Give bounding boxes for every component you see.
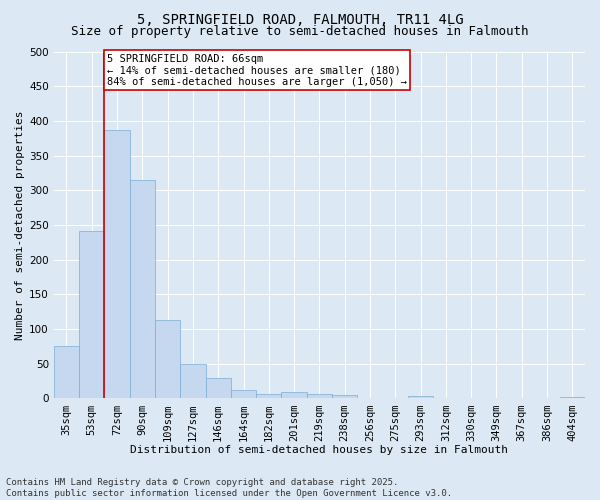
Bar (256, 394, 281, 398)
Text: 5 SPRINGFIELD ROAD: 66sqm
← 14% of semi-detached houses are smaller (180)
84% of: 5 SPRINGFIELD ROAD: 66sqm ← 14% of semi-… (107, 54, 407, 87)
Bar (332, 395, 358, 398)
Y-axis label: Number of semi-detached properties: Number of semi-detached properties (15, 110, 25, 340)
Bar (307, 394, 332, 398)
Bar (130, 180, 155, 398)
Bar (79, 230, 104, 398)
X-axis label: Distribution of semi-detached houses by size in Falmouth: Distribution of semi-detached houses by … (130, 445, 508, 455)
Bar (206, 378, 231, 398)
Bar (560, 397, 585, 398)
Bar (408, 396, 433, 398)
Bar (231, 390, 256, 398)
Text: Size of property relative to semi-detached houses in Falmouth: Size of property relative to semi-detach… (71, 25, 529, 38)
Bar (54, 346, 79, 399)
Text: Contains HM Land Registry data © Crown copyright and database right 2025.
Contai: Contains HM Land Registry data © Crown c… (6, 478, 452, 498)
Bar (104, 130, 130, 398)
Bar (281, 392, 307, 398)
Bar (180, 364, 206, 398)
Bar (155, 320, 180, 398)
Text: 5, SPRINGFIELD ROAD, FALMOUTH, TR11 4LG: 5, SPRINGFIELD ROAD, FALMOUTH, TR11 4LG (137, 12, 463, 26)
